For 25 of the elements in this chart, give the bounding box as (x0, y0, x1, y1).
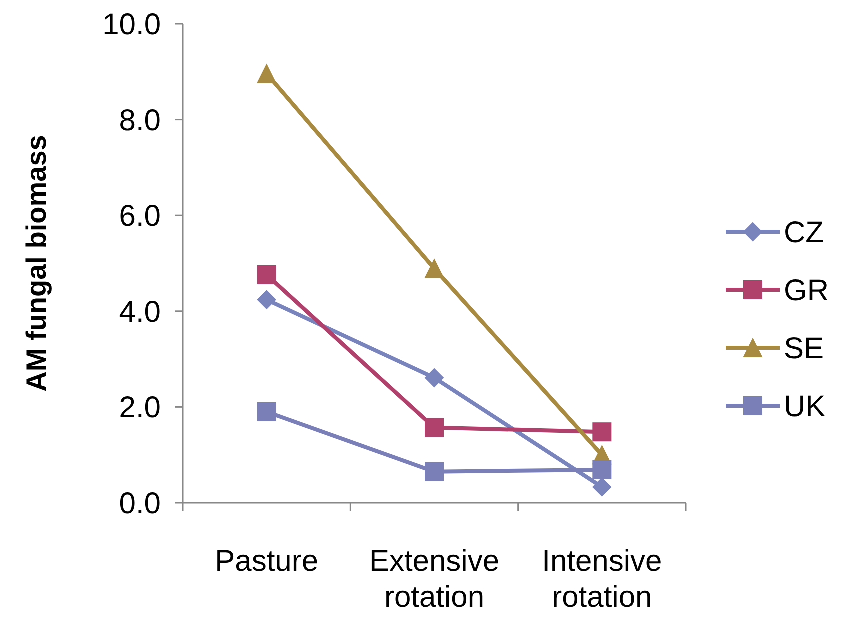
point (592, 460, 612, 480)
y-axis-title: AM fungal biomass (21, 135, 52, 392)
y-tick-label: 0.0 (119, 488, 161, 520)
x-tick-label: Intensive rotation (542, 545, 662, 614)
y-tick-label: 2.0 (119, 392, 161, 425)
legend-label: CZ (784, 216, 824, 250)
legend-label: SE (784, 332, 824, 366)
x-tick-label: Pasture (215, 545, 319, 578)
point (257, 290, 276, 310)
point (592, 478, 612, 497)
point (257, 64, 276, 84)
legend-label: UK (784, 390, 826, 424)
point (257, 402, 276, 422)
y-tick-label: 10.0 (102, 8, 161, 42)
x-tick-label: Extensive rotation (369, 545, 500, 614)
y-tick-label: 4.0 (119, 296, 161, 329)
point (425, 259, 444, 278)
point (425, 418, 444, 438)
y-tick-label: 6.0 (119, 200, 161, 234)
point (257, 265, 276, 284)
point (592, 422, 612, 442)
y-tick-label: 8.0 (119, 104, 161, 138)
point (425, 368, 444, 388)
legend-label: GR (784, 274, 829, 308)
point (425, 462, 444, 482)
